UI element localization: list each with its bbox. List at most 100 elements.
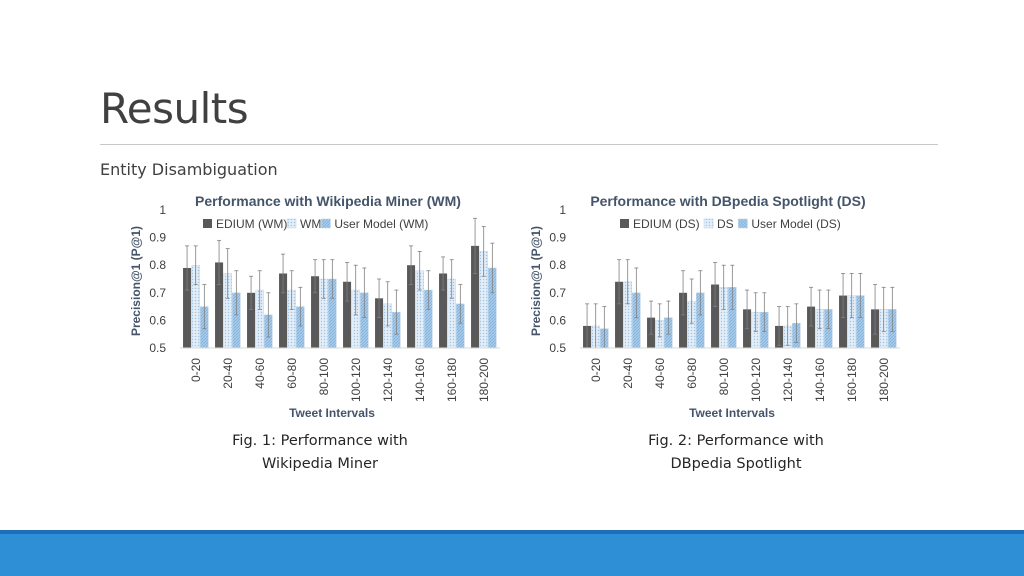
- wm-xtick-60-80: 60-80: [285, 358, 299, 389]
- ds-errorbar-edium-ds-180-200: [873, 284, 878, 335]
- ds-ytick-1: 1: [559, 203, 566, 217]
- wm-ytick-0-8: 0.8: [149, 258, 166, 272]
- wm-errorbar-wm-80-100: [321, 259, 326, 299]
- ds-errorbar-ds-40-60: [657, 303, 662, 338]
- wm-errorbar-edium-wm-20-40: [217, 239, 222, 285]
- ds-xtick-80-100: 80-100: [717, 358, 731, 396]
- ds-xtick-40-60: 40-60: [653, 358, 667, 389]
- slide-subtitle: Entity Disambiguation: [100, 160, 278, 179]
- wm-legend-swatch-wm: [286, 218, 297, 229]
- ds-errorbar-ds-120-140: [785, 306, 790, 346]
- ds-errorbar-ds-100-120: [753, 292, 758, 332]
- wm-errorbar-user-model-wm-140-160: [426, 270, 431, 310]
- ds-xtick-20-40: 20-40: [621, 358, 635, 389]
- wm-errorbar-edium-wm-80-100: [313, 259, 318, 294]
- wm-ytick-0-5: 0.5: [149, 341, 166, 355]
- ds-chart-title: Performance with DBpedia Spotlight (DS): [590, 193, 865, 209]
- wm-chart-title: Performance with Wikipedia Miner (WM): [195, 193, 461, 209]
- wm-errorbar-user-model-wm-60-80: [298, 286, 303, 327]
- wm-errorbar-edium-wm-140-160: [409, 245, 414, 285]
- wm-bar-edium-wm-100-120: [343, 281, 352, 348]
- ds-xtick-60-80: 60-80: [685, 358, 699, 389]
- wm-bar-edium-wm-180-200: [471, 245, 480, 348]
- ds-errorbar-user-model-ds-120-140: [794, 303, 799, 343]
- chart-dbpedia-spotlight-svg: Performance with DBpedia Spotlight (DS) E…: [529, 193, 900, 420]
- slide-title: Results: [100, 84, 249, 133]
- wm-errorbar-user-model-wm-0-20: [202, 284, 207, 330]
- wm-xtick-140-160: 140-160: [413, 358, 427, 402]
- wm-xtick-180-200: 180-200: [477, 358, 491, 402]
- wm-errorbar-wm-100-120: [353, 264, 358, 316]
- wm-xtick-40-60: 40-60: [253, 358, 267, 389]
- wm-xtick-100-120: 100-120: [349, 358, 363, 402]
- footer-bar: [0, 530, 1024, 576]
- ds-xtick-0-20: 0-20: [589, 358, 603, 382]
- wm-errorbar-wm-180-200: [481, 226, 486, 277]
- ds-errorbar-edium-ds-40-60: [649, 300, 654, 335]
- wm-errorbar-user-model-wm-100-120: [362, 267, 367, 319]
- wm-ytick-1: 1: [159, 203, 166, 217]
- ds-xtick-140-160: 140-160: [813, 358, 827, 402]
- wm-bar-edium-wm-160-180: [439, 273, 448, 348]
- ds-errorbar-user-model-ds-80-100: [730, 264, 735, 310]
- wm-legend-label-user-model-wm: User Model (WM): [334, 217, 428, 231]
- ds-bar-edium-ds-80-100: [711, 284, 720, 348]
- wm-ytick-0-7: 0.7: [149, 286, 166, 300]
- ds-errorbar-user-model-ds-60-80: [698, 270, 703, 316]
- ds-errorbar-edium-ds-60-80: [681, 270, 686, 316]
- ds-errorbar-user-model-ds-40-60: [666, 300, 671, 335]
- ds-errorbar-ds-160-180: [849, 273, 854, 319]
- caption-1-line-1: Fig. 1: Performance with: [232, 433, 408, 449]
- wm-errorbar-user-model-wm-40-60: [266, 292, 271, 338]
- wm-bar-edium-wm-80-100: [311, 276, 320, 348]
- wm-bar-edium-wm-120-140: [375, 298, 384, 348]
- caption-2-line-1: Fig. 2: Performance with: [648, 433, 824, 449]
- wm-legend-swatch-user-model-wm: [321, 218, 331, 229]
- ds-errorbar-edium-ds-140-160: [809, 286, 814, 327]
- ds-errorbar-user-model-ds-180-200: [890, 286, 895, 332]
- ds-errorbar-edium-ds-80-100: [713, 262, 718, 307]
- ds-legend-swatch-edium-ds: [620, 219, 629, 228]
- ds-bar-edium-ds-140-160: [807, 306, 816, 348]
- wm-errorbar-user-model-wm-80-100: [330, 259, 335, 299]
- wm-bar-edium-wm-140-160: [407, 265, 416, 348]
- wm-legend-label-edium-wm: EDIUM (WM): [216, 217, 287, 231]
- ds-xtick-100-120: 100-120: [749, 358, 763, 402]
- ds-errorbar-ds-60-80: [689, 278, 694, 324]
- ds-errorbar-ds-80-100: [721, 264, 726, 310]
- wm-ytick-0-6: 0.6: [149, 313, 166, 327]
- ds-errorbar-edium-ds-100-120: [745, 289, 750, 330]
- figure-caption-2: Fig. 2: Performance with DBpedia Spotlig…: [616, 430, 856, 476]
- wm-errorbar-user-model-wm-180-200: [490, 242, 495, 294]
- ds-errorbar-ds-140-160: [817, 289, 822, 330]
- ds-errorbar-user-model-ds-160-180: [858, 273, 863, 319]
- ds-legend-swatch-user-model-ds: [738, 218, 748, 229]
- wm-errorbar-wm-0-20: [193, 245, 198, 285]
- ds-errorbar-user-model-ds-140-160: [826, 289, 831, 330]
- wm-legend: EDIUM (WM) WM User Model (WM): [203, 217, 428, 231]
- ds-errorbar-ds-180-200: [881, 286, 886, 332]
- wm-errorbar-edium-wm-180-200: [473, 217, 478, 274]
- ds-legend-swatch-ds: [703, 218, 714, 229]
- chart-wikipedia-miner: Performance with Wikipedia Miner (WM) EDI…: [128, 188, 508, 423]
- wm-errorbar-edium-wm-100-120: [345, 262, 350, 302]
- wm-errorbar-edium-wm-160-180: [441, 256, 446, 291]
- ds-errorbar-edium-ds-160-180: [841, 273, 846, 319]
- ds-bar-edium-ds-160-180: [839, 295, 848, 348]
- wm-errorbar-edium-wm-120-140: [377, 278, 382, 319]
- wm-ytick-0-9: 0.9: [149, 231, 166, 245]
- wm-xtick-80-100: 80-100: [317, 358, 331, 396]
- wm-errorbar-user-model-wm-20-40: [234, 270, 239, 316]
- ds-legend-label-user-model-ds: User Model (DS): [751, 217, 840, 231]
- wm-errorbar-user-model-wm-160-180: [458, 284, 463, 324]
- wm-errorbar-wm-160-180: [449, 259, 454, 299]
- ds-x-axis-label: Tweet Intervals: [689, 406, 775, 420]
- wm-errorbar-wm-60-80: [289, 270, 294, 310]
- title-divider: [100, 144, 938, 145]
- ds-errorbar-edium-ds-120-140: [777, 306, 782, 346]
- ds-errorbar-user-model-ds-100-120: [762, 292, 767, 332]
- ds-ytick-0-7: 0.7: [549, 286, 566, 300]
- ds-xtick-160-180: 160-180: [845, 358, 859, 402]
- wm-legend-label-wm: WM: [300, 217, 321, 231]
- wm-xtick-0-20: 0-20: [189, 358, 203, 382]
